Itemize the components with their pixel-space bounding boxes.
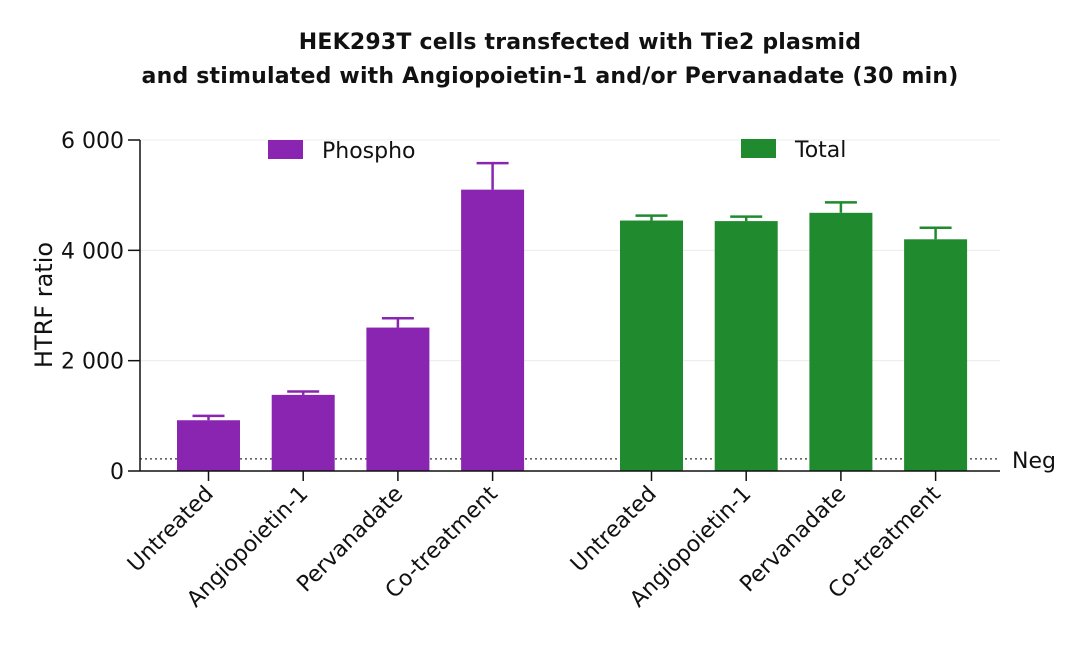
- bar: [714, 221, 778, 471]
- bar: [809, 212, 873, 471]
- y-tick-label: 0: [110, 460, 124, 485]
- bar: [620, 220, 683, 471]
- bar: [271, 394, 335, 471]
- y-tick-label: 2 000: [61, 350, 124, 375]
- legend-layer: Phospho Total: [268, 138, 846, 164]
- bar-layer: [177, 161, 968, 471]
- chart-title-line-2: and stimulated with Angiopoietin-1 and/o…: [141, 64, 959, 89]
- y-axis-label: HTRF ratio: [30, 242, 58, 368]
- legend-swatch: [268, 140, 303, 159]
- x-tick-label: Untreated: [566, 482, 662, 578]
- y-tick-label: 4 000: [61, 239, 124, 264]
- chart-title-line-1: HEK293T cells transfected with Tie2 plas…: [298, 30, 862, 55]
- bar: [461, 189, 525, 471]
- legend-label: Total: [794, 138, 846, 163]
- legend-swatch: [741, 139, 776, 158]
- bar: [177, 420, 240, 471]
- x-tick-label: Untreated: [123, 482, 219, 578]
- legend-label: Phospho: [322, 139, 416, 164]
- bar: [366, 327, 430, 471]
- y-tick-label: 6 000: [61, 129, 124, 154]
- bar: [904, 239, 968, 471]
- reference-line-label: Neg: [1012, 449, 1056, 474]
